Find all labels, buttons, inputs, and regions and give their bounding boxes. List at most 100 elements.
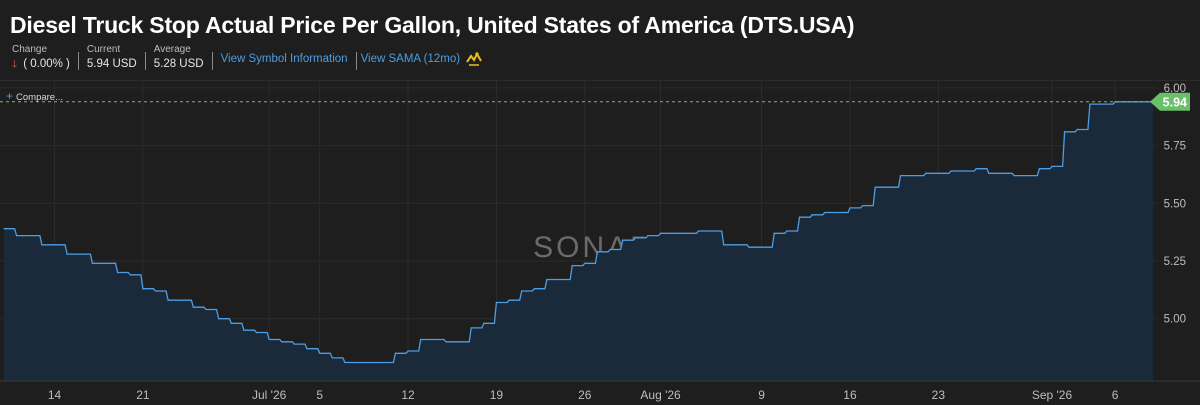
- y-tick-label: 5.25: [1164, 256, 1186, 268]
- data-point: [344, 361, 346, 364]
- view-sama-link[interactable]: View SAMA (12mo): [360, 53, 461, 65]
- data-point: [748, 246, 750, 248]
- current-label: Current: [86, 44, 121, 55]
- data-point: [1139, 101, 1141, 103]
- data-point: [1114, 101, 1116, 103]
- data-point: [1000, 172, 1003, 174]
- data-point: [533, 288, 535, 290]
- compare-label: Compare...: [16, 92, 64, 103]
- data-point: [622, 239, 624, 241]
- data-point: [382, 361, 384, 364]
- x-tick-label: 21: [136, 388, 150, 402]
- data-point: [596, 251, 599, 253]
- data-point: [483, 322, 485, 324]
- data-point: [243, 329, 245, 331]
- price-chart[interactable]: SONAR 6.005.755.505.255.00 14 21 Jul '26 5 1…: [0, 80, 1200, 405]
- data-point: [3, 228, 5, 230]
- change-value: ( 0.00% ): [23, 58, 70, 70]
- data-point: [685, 232, 687, 234]
- plus-icon: +: [6, 89, 14, 103]
- data-point: [710, 230, 712, 232]
- data-point: [268, 338, 270, 341]
- data-point: [104, 262, 106, 264]
- current-stat: Current 5.94 USD: [87, 44, 145, 73]
- chart-header: Diesel Truck Stop Actual Price Per Gallo…: [0, 0, 1200, 80]
- data-point: [861, 205, 864, 207]
- data-point: [495, 301, 498, 304]
- compare-button[interactable]: + Compare...: [6, 89, 63, 103]
- current-price-tag-label: 5.94: [1163, 95, 1187, 109]
- x-tick-label: 9: [758, 388, 765, 402]
- divider: [211, 52, 213, 70]
- change-label: Change: [12, 44, 48, 55]
- data-point: [319, 352, 321, 354]
- data-point: [1013, 175, 1015, 177]
- data-point: [53, 244, 56, 246]
- divider: [144, 52, 146, 70]
- average-stat: Average 5.28 USD: [154, 44, 212, 73]
- data-point: [647, 235, 649, 237]
- data-point: [293, 343, 296, 345]
- x-tick-label: Aug '26: [640, 388, 681, 402]
- view-symbol-information-link[interactable]: View Symbol Information: [220, 53, 348, 65]
- data-point: [180, 299, 182, 301]
- data-point: [369, 361, 371, 364]
- data-point: [899, 175, 902, 177]
- data-point: [811, 214, 813, 216]
- data-point: [988, 172, 990, 174]
- y-axis-background: [1157, 80, 1200, 381]
- data-point: [255, 331, 258, 334]
- series-area: [4, 101, 1153, 382]
- sama-icon[interactable]: [466, 51, 482, 71]
- data-point: [420, 338, 422, 341]
- average-label: Average: [153, 44, 191, 55]
- data-point: [356, 361, 359, 364]
- data-point: [394, 352, 397, 354]
- x-tick-label: Sep '26: [1032, 388, 1073, 402]
- data-point: [697, 230, 700, 232]
- data-point: [129, 274, 131, 276]
- data-point: [66, 253, 68, 255]
- data-point: [609, 248, 611, 251]
- data-point: [1026, 175, 1028, 177]
- data-point: [849, 207, 851, 209]
- x-tick-label: 5: [316, 388, 323, 402]
- data-point: [432, 338, 434, 341]
- data-point: [773, 232, 775, 234]
- data-point: [470, 327, 472, 329]
- data-point: [760, 246, 763, 248]
- data-point: [142, 288, 144, 290]
- x-tick-label: 14: [48, 388, 62, 402]
- data-point: [975, 168, 977, 170]
- data-point: [912, 175, 914, 177]
- data-point: [218, 318, 220, 320]
- data-point: [230, 322, 232, 324]
- data-point: [937, 172, 939, 174]
- data-point: [167, 299, 169, 301]
- series-line: [4, 101, 1153, 364]
- current-price-tag: 5.94: [1150, 92, 1190, 111]
- current-value: 5.94 USD: [86, 58, 137, 70]
- data-point: [786, 230, 788, 232]
- y-tick-label: 5.75: [1164, 141, 1186, 153]
- data-point: [91, 262, 93, 264]
- data-point: [963, 170, 965, 172]
- current-price-tag-shape: [1150, 92, 1190, 111]
- data-point: [508, 299, 510, 301]
- x-tick-label: 19: [490, 388, 504, 402]
- average-value: 5.28 USD: [153, 58, 204, 70]
- y-tick-label: 5.00: [1164, 314, 1186, 326]
- data-point: [457, 341, 460, 343]
- x-tick-label: 6: [1112, 388, 1119, 402]
- data-point: [306, 348, 308, 350]
- divider: [355, 52, 357, 70]
- data-point: [407, 350, 409, 352]
- data-point: [154, 290, 157, 292]
- data-point: [571, 265, 573, 267]
- y-tick-label: 5.50: [1164, 198, 1186, 210]
- data-point: [1127, 101, 1129, 103]
- data-point: [281, 341, 283, 343]
- y-tick-label: 6.00: [1164, 83, 1186, 95]
- x-tick-label: 16: [843, 388, 857, 402]
- x-tick-label: 23: [932, 388, 946, 402]
